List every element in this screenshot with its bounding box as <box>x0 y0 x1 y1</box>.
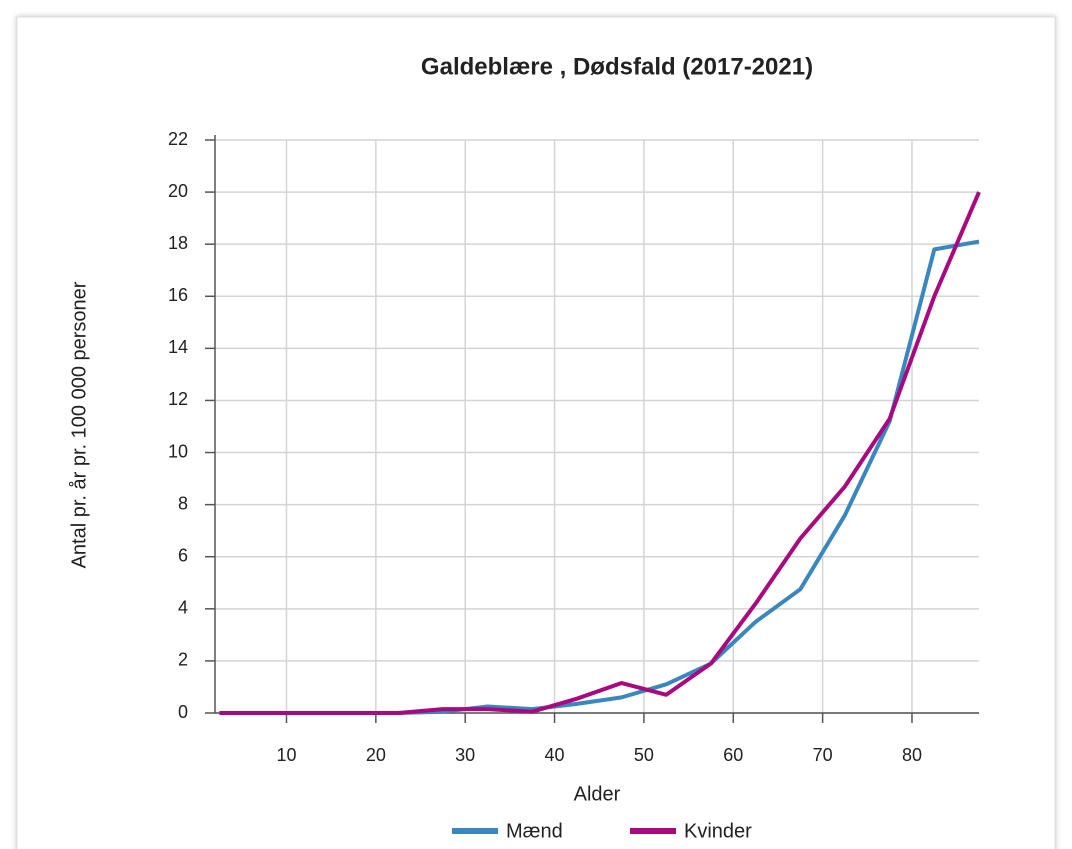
y-tick-label: 20 <box>168 181 188 201</box>
y-tick-label: 14 <box>168 337 188 357</box>
x-tick-label: 30 <box>455 745 475 765</box>
legend-label: Kvinder <box>684 820 752 842</box>
x-tick-label: 50 <box>634 745 654 765</box>
y-tick-label: 4 <box>178 598 188 618</box>
chart-title: Galdeblære , Dødsfald (2017-2021) <box>421 53 813 80</box>
x-tick-label: 60 <box>723 745 743 765</box>
x-tick-label: 10 <box>276 745 296 765</box>
x-tick-label: 40 <box>545 745 565 765</box>
line-series <box>219 191 981 715</box>
x-tick-label: 80 <box>902 745 922 765</box>
y-tick-label: 18 <box>168 233 188 253</box>
y-tick-label: 16 <box>168 285 188 305</box>
y-tick-label: 12 <box>168 389 188 409</box>
y-tick-label: 22 <box>168 129 188 149</box>
y-tick-label: 8 <box>178 493 188 513</box>
y-tick-label: 10 <box>168 441 188 461</box>
y-axis-label: Antal pr. år pr. 100 000 personer <box>68 281 90 568</box>
legend-label: Mænd <box>506 820 563 842</box>
x-axis-label: Alder <box>574 783 621 805</box>
y-tick-label: 2 <box>178 650 188 670</box>
x-tick-label: 70 <box>813 745 833 765</box>
y-tick-label: 6 <box>178 545 188 565</box>
y-tick-label: 0 <box>178 702 188 722</box>
x-tick-label: 20 <box>366 745 386 765</box>
